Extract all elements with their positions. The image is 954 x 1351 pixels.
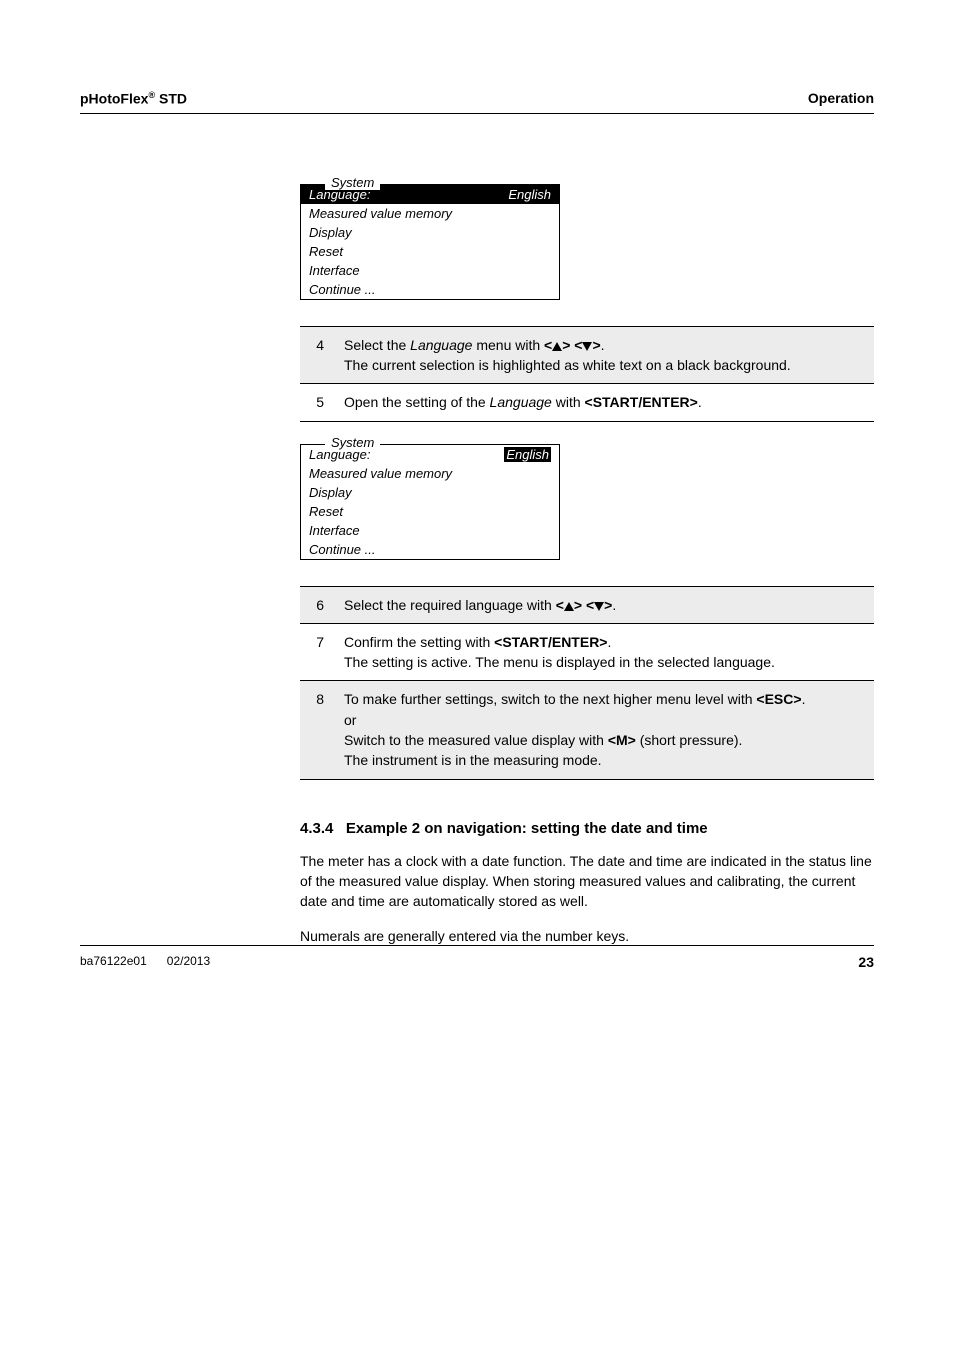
menu-value: English: [504, 447, 551, 462]
steps-table-2: 6Select the required language with <> <>…: [300, 586, 874, 780]
system-menu-2: System Language:EnglishMeasured value me…: [300, 444, 560, 560]
system-menu-1: System Language:EnglishMeasured value me…: [300, 184, 560, 300]
menu-label: Display: [309, 225, 352, 240]
menu-label: Reset: [309, 504, 343, 519]
footer-left: ba76122e01 02/2013: [80, 954, 210, 970]
menu-legend: System: [325, 435, 380, 450]
menu-label: Interface: [309, 523, 360, 538]
menu-label: Measured value memory: [309, 466, 452, 481]
step-row: 5Open the setting of the Language with <…: [300, 384, 874, 421]
header-left: pHotoFlex® STD: [80, 90, 187, 107]
step-number: 5: [300, 384, 334, 421]
section-para-2: Numerals are generally entered via the n…: [300, 926, 874, 946]
footer-docid: ba76122e01: [80, 954, 147, 968]
menu-row: Display: [301, 223, 559, 242]
menu-label: Measured value memory: [309, 206, 452, 221]
menu-legend: System: [325, 175, 380, 190]
page-footer: ba76122e01 02/2013 23: [80, 945, 874, 970]
footer-pagenum: 23: [858, 954, 874, 970]
step-text: Confirm the setting with <START/ENTER>.T…: [334, 623, 874, 681]
menu-label: Continue ...: [309, 282, 376, 297]
step-number: 4: [300, 326, 334, 384]
menu-row: Reset: [301, 242, 559, 261]
menu-label: Display: [309, 485, 352, 500]
menu-row: Measured value memory: [301, 464, 559, 483]
step-row: 7Confirm the setting with <START/ENTER>.…: [300, 623, 874, 681]
menu-row: Continue ...: [301, 540, 559, 559]
menu-label: Continue ...: [309, 542, 376, 557]
menu-label: Interface: [309, 263, 360, 278]
section-heading: 4.3.4 Example 2 on navigation: setting t…: [300, 820, 874, 837]
step-number: 6: [300, 586, 334, 623]
step-text: Select the Language menu with <> <>.The …: [334, 326, 874, 384]
page-header: pHotoFlex® STD Operation: [80, 90, 874, 114]
step-number: 7: [300, 623, 334, 681]
step-text: To make further settings, switch to the …: [334, 681, 874, 779]
footer-date: 02/2013: [167, 954, 210, 968]
product-name: pHotoFlex: [80, 91, 148, 107]
step-row: 8To make further settings, switch to the…: [300, 681, 874, 779]
step-text: Select the required language with <> <>.: [334, 586, 874, 623]
step-row: 6Select the required language with <> <>…: [300, 586, 874, 623]
menu-row: Display: [301, 483, 559, 502]
menu-row: Continue ...: [301, 280, 559, 299]
section-para-1: The meter has a clock with a date functi…: [300, 851, 874, 912]
step-number: 8: [300, 681, 334, 779]
product-suffix: STD: [155, 91, 187, 107]
header-right: Operation: [808, 90, 874, 107]
menu-label: Reset: [309, 244, 343, 259]
menu-row: Interface: [301, 261, 559, 280]
menu-row: Interface: [301, 521, 559, 540]
menu-row: Reset: [301, 502, 559, 521]
heading-num: 4.3.4: [300, 820, 333, 837]
heading-text: Example 2 on navigation: setting the dat…: [346, 820, 708, 837]
menu-row: Measured value memory: [301, 204, 559, 223]
step-text: Open the setting of the Language with <S…: [334, 384, 874, 421]
steps-table-1: 4Select the Language menu with <> <>.The…: [300, 326, 874, 422]
step-row: 4Select the Language menu with <> <>.The…: [300, 326, 874, 384]
menu-value: English: [508, 187, 551, 202]
